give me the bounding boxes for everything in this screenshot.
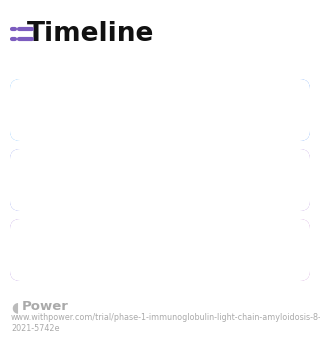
- Text: Varies: Varies: [251, 173, 298, 187]
- Text: 3 weeks: 3 weeks: [235, 102, 298, 118]
- FancyBboxPatch shape: [10, 149, 310, 211]
- Text: www.withpower.com/trial/phase-1-immunoglobulin-light-chain-amyloidosis-8-
2021-5: www.withpower.com/trial/phase-1-immunogl…: [11, 313, 320, 333]
- Text: ◖: ◖: [11, 300, 18, 314]
- FancyBboxPatch shape: [10, 79, 310, 141]
- Text: Follow ups ~: Follow ups ~: [28, 242, 126, 258]
- Text: Screening ~: Screening ~: [28, 102, 122, 118]
- Text: Treatment ~: Treatment ~: [28, 173, 124, 187]
- Text: Timeline: Timeline: [27, 21, 154, 47]
- Text: up to 2.5 years: up to 2.5 years: [182, 242, 298, 258]
- FancyBboxPatch shape: [10, 219, 310, 281]
- Text: Power: Power: [22, 300, 69, 314]
